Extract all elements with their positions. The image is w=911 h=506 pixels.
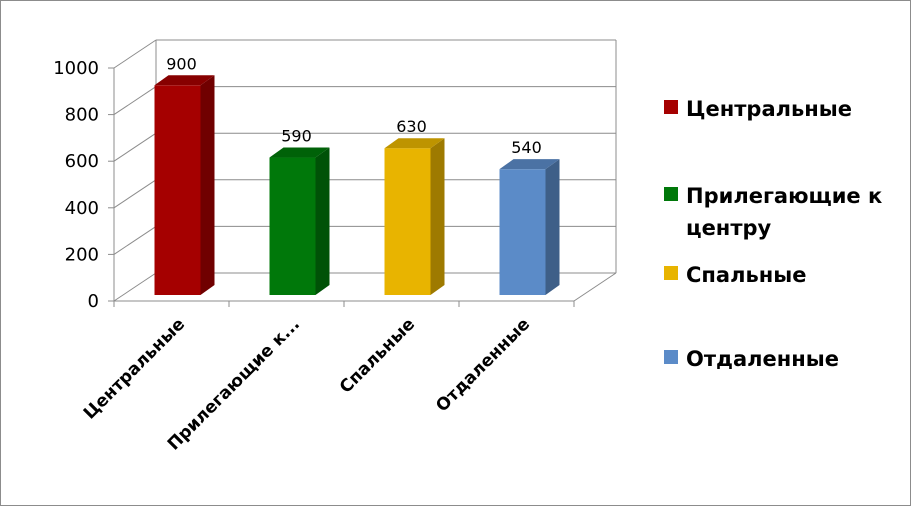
data-label-0: 900 <box>166 54 197 73</box>
gridline-side-4 <box>113 86 157 116</box>
bar-side-3 <box>545 159 560 295</box>
gridline-side-1 <box>113 225 157 255</box>
legend-label-central: Центральные <box>686 97 853 121</box>
y-tick-label-4: 800 <box>65 105 99 126</box>
bar-front-1 <box>269 157 316 295</box>
legend-swatch-central <box>664 100 678 114</box>
y-tick-label-0: 0 <box>88 291 99 312</box>
x-category-label-3: Отдаленные <box>432 314 534 416</box>
x-category-label-2: Спальные <box>336 314 419 397</box>
bar-front-2 <box>384 148 431 295</box>
bar-top-2 <box>384 138 445 149</box>
bar-side-2 <box>430 138 445 295</box>
x-category-label-1: Прилегающие к... <box>164 314 304 454</box>
y-tick-label-5: 1000 <box>53 58 99 79</box>
legend-item-remote: Отдаленные <box>664 343 896 375</box>
gridline-side-0 <box>113 272 157 302</box>
bar-top-1 <box>269 147 330 158</box>
data-label-3: 540 <box>511 138 542 157</box>
bar-side-0 <box>200 75 215 295</box>
bar-top-3 <box>499 159 560 170</box>
y-tick-label-3: 600 <box>65 151 99 172</box>
legend-label-sleeping: Спальные <box>686 263 807 287</box>
bar-front-0 <box>154 85 201 295</box>
legend-swatch-adjacent <box>664 187 678 201</box>
x-category-label-0: Центральные <box>80 314 189 423</box>
data-label-2: 630 <box>396 117 427 136</box>
bar-top-0 <box>154 75 215 86</box>
gridline-side-5 <box>113 39 157 69</box>
legend-swatch-sleeping <box>664 266 678 280</box>
legend-item-central: Центральные <box>664 93 896 125</box>
floor-right-edge <box>573 272 617 302</box>
gridline-side-3 <box>113 132 157 162</box>
legend-item-adjacent: Прилегающие к центру <box>664 180 896 244</box>
legend-label-remote: Отдаленные <box>686 347 840 371</box>
data-label-1: 590 <box>281 127 312 146</box>
bar-side-1 <box>315 147 330 295</box>
legend-swatch-remote <box>664 350 678 364</box>
legend-item-sleeping: Спальные <box>664 259 896 291</box>
bar-front-3 <box>499 169 546 295</box>
y-tick-label-1: 200 <box>65 244 99 265</box>
gridline-side-2 <box>113 179 157 209</box>
legend-label-adjacent: Прилегающие к центру <box>686 184 883 240</box>
y-tick-label-2: 400 <box>65 198 99 219</box>
